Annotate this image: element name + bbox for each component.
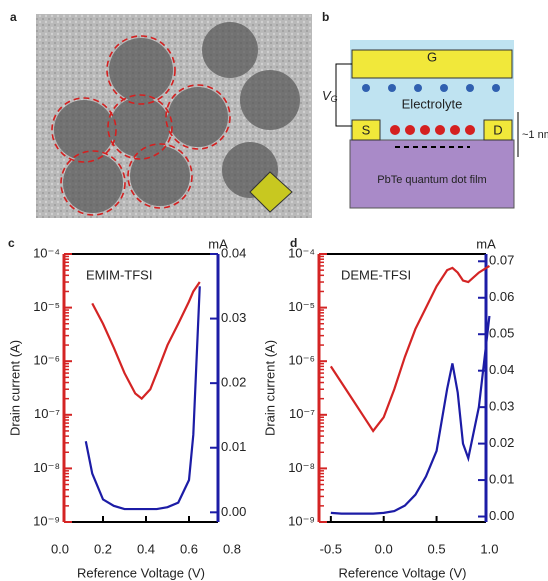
y2-tick-label: 0.03 xyxy=(489,399,514,414)
y2-tick-label: 0.00 xyxy=(489,508,514,523)
y2-tick-label: 0.02 xyxy=(489,435,514,450)
y-tick-label: 10⁻⁴ xyxy=(288,245,315,260)
y2-unit: mA xyxy=(476,236,496,251)
x-tick-label: 0.8 xyxy=(223,541,241,556)
x-tick-label: -0.5 xyxy=(320,541,342,556)
y-tick-label: 10⁻⁵ xyxy=(288,299,315,314)
film-label: PbTe quantum dot film xyxy=(377,174,486,186)
y-tick-label: 10⁻⁷ xyxy=(289,406,315,421)
annotation: EMIM-TFSI xyxy=(86,267,152,282)
y2-tick-label: 0.05 xyxy=(489,326,514,341)
data-line xyxy=(92,282,200,399)
y2-tick-label: 0.01 xyxy=(221,439,246,454)
panel-label: a xyxy=(10,10,17,24)
annotation: DEME-TFSI xyxy=(341,267,411,282)
y-tick-label: 10⁻⁸ xyxy=(288,460,315,475)
y-tick-label: 10⁻⁵ xyxy=(33,299,60,314)
drain-label: D xyxy=(493,122,502,137)
y2-tick-label: 0.02 xyxy=(221,375,246,390)
gate-voltage: VG xyxy=(322,88,338,104)
thickness-label: ~1 nm xyxy=(522,129,548,141)
x-axis-label: Reference Voltage (V) xyxy=(339,565,467,580)
gate-label: G xyxy=(427,49,437,64)
y-tick-label: 10⁻⁹ xyxy=(33,513,60,528)
y-axis-label: Drain current (A) xyxy=(262,340,277,436)
y-tick-label: 10⁻⁶ xyxy=(288,353,315,368)
y2-tick-label: 0.07 xyxy=(489,253,514,268)
y2-unit: mA xyxy=(208,236,228,251)
tem-image xyxy=(36,14,312,218)
x-tick-label: 0.4 xyxy=(137,541,155,556)
panel-label: c xyxy=(8,236,15,250)
y2-tick-label: 0.03 xyxy=(221,310,246,325)
y-tick-label: 10⁻⁷ xyxy=(34,406,60,421)
data-line xyxy=(331,266,490,431)
y2-tick-label: 0.06 xyxy=(489,289,514,304)
y-tick-label: 10⁻⁴ xyxy=(33,245,60,260)
y-tick-label: 10⁻⁶ xyxy=(33,353,60,368)
gate-voltage-sub: G xyxy=(331,94,338,104)
x-tick-label: 0.2 xyxy=(94,541,112,556)
device-diagram: G VG Electrolyte S D ~1 nm PbTe quantum … xyxy=(322,40,548,208)
x-tick-label: 1.0 xyxy=(480,541,498,556)
x-tick-label: 0.0 xyxy=(51,541,69,556)
x-tick-label: 0.6 xyxy=(180,541,198,556)
y2-tick-label: 0.04 xyxy=(489,362,514,377)
x-tick-label: 0.5 xyxy=(428,541,446,556)
y-tick-label: 10⁻⁹ xyxy=(288,513,315,528)
panel-label: b xyxy=(322,10,329,24)
x-axis-label: Reference Voltage (V) xyxy=(77,565,205,580)
y2-tick-label: 0.01 xyxy=(489,472,514,487)
electrolyte-label: Electrolyte xyxy=(402,96,463,111)
y-axis-label: Drain current (A) xyxy=(7,340,22,436)
figure: a b G VG Electrolyte S D ~1 nm PbTe quan… xyxy=(0,0,548,581)
source-label: S xyxy=(362,122,371,137)
x-tick-label: 0.0 xyxy=(375,541,393,556)
y-tick-label: 10⁻⁸ xyxy=(33,460,60,475)
y2-tick-label: 0.00 xyxy=(221,504,246,519)
